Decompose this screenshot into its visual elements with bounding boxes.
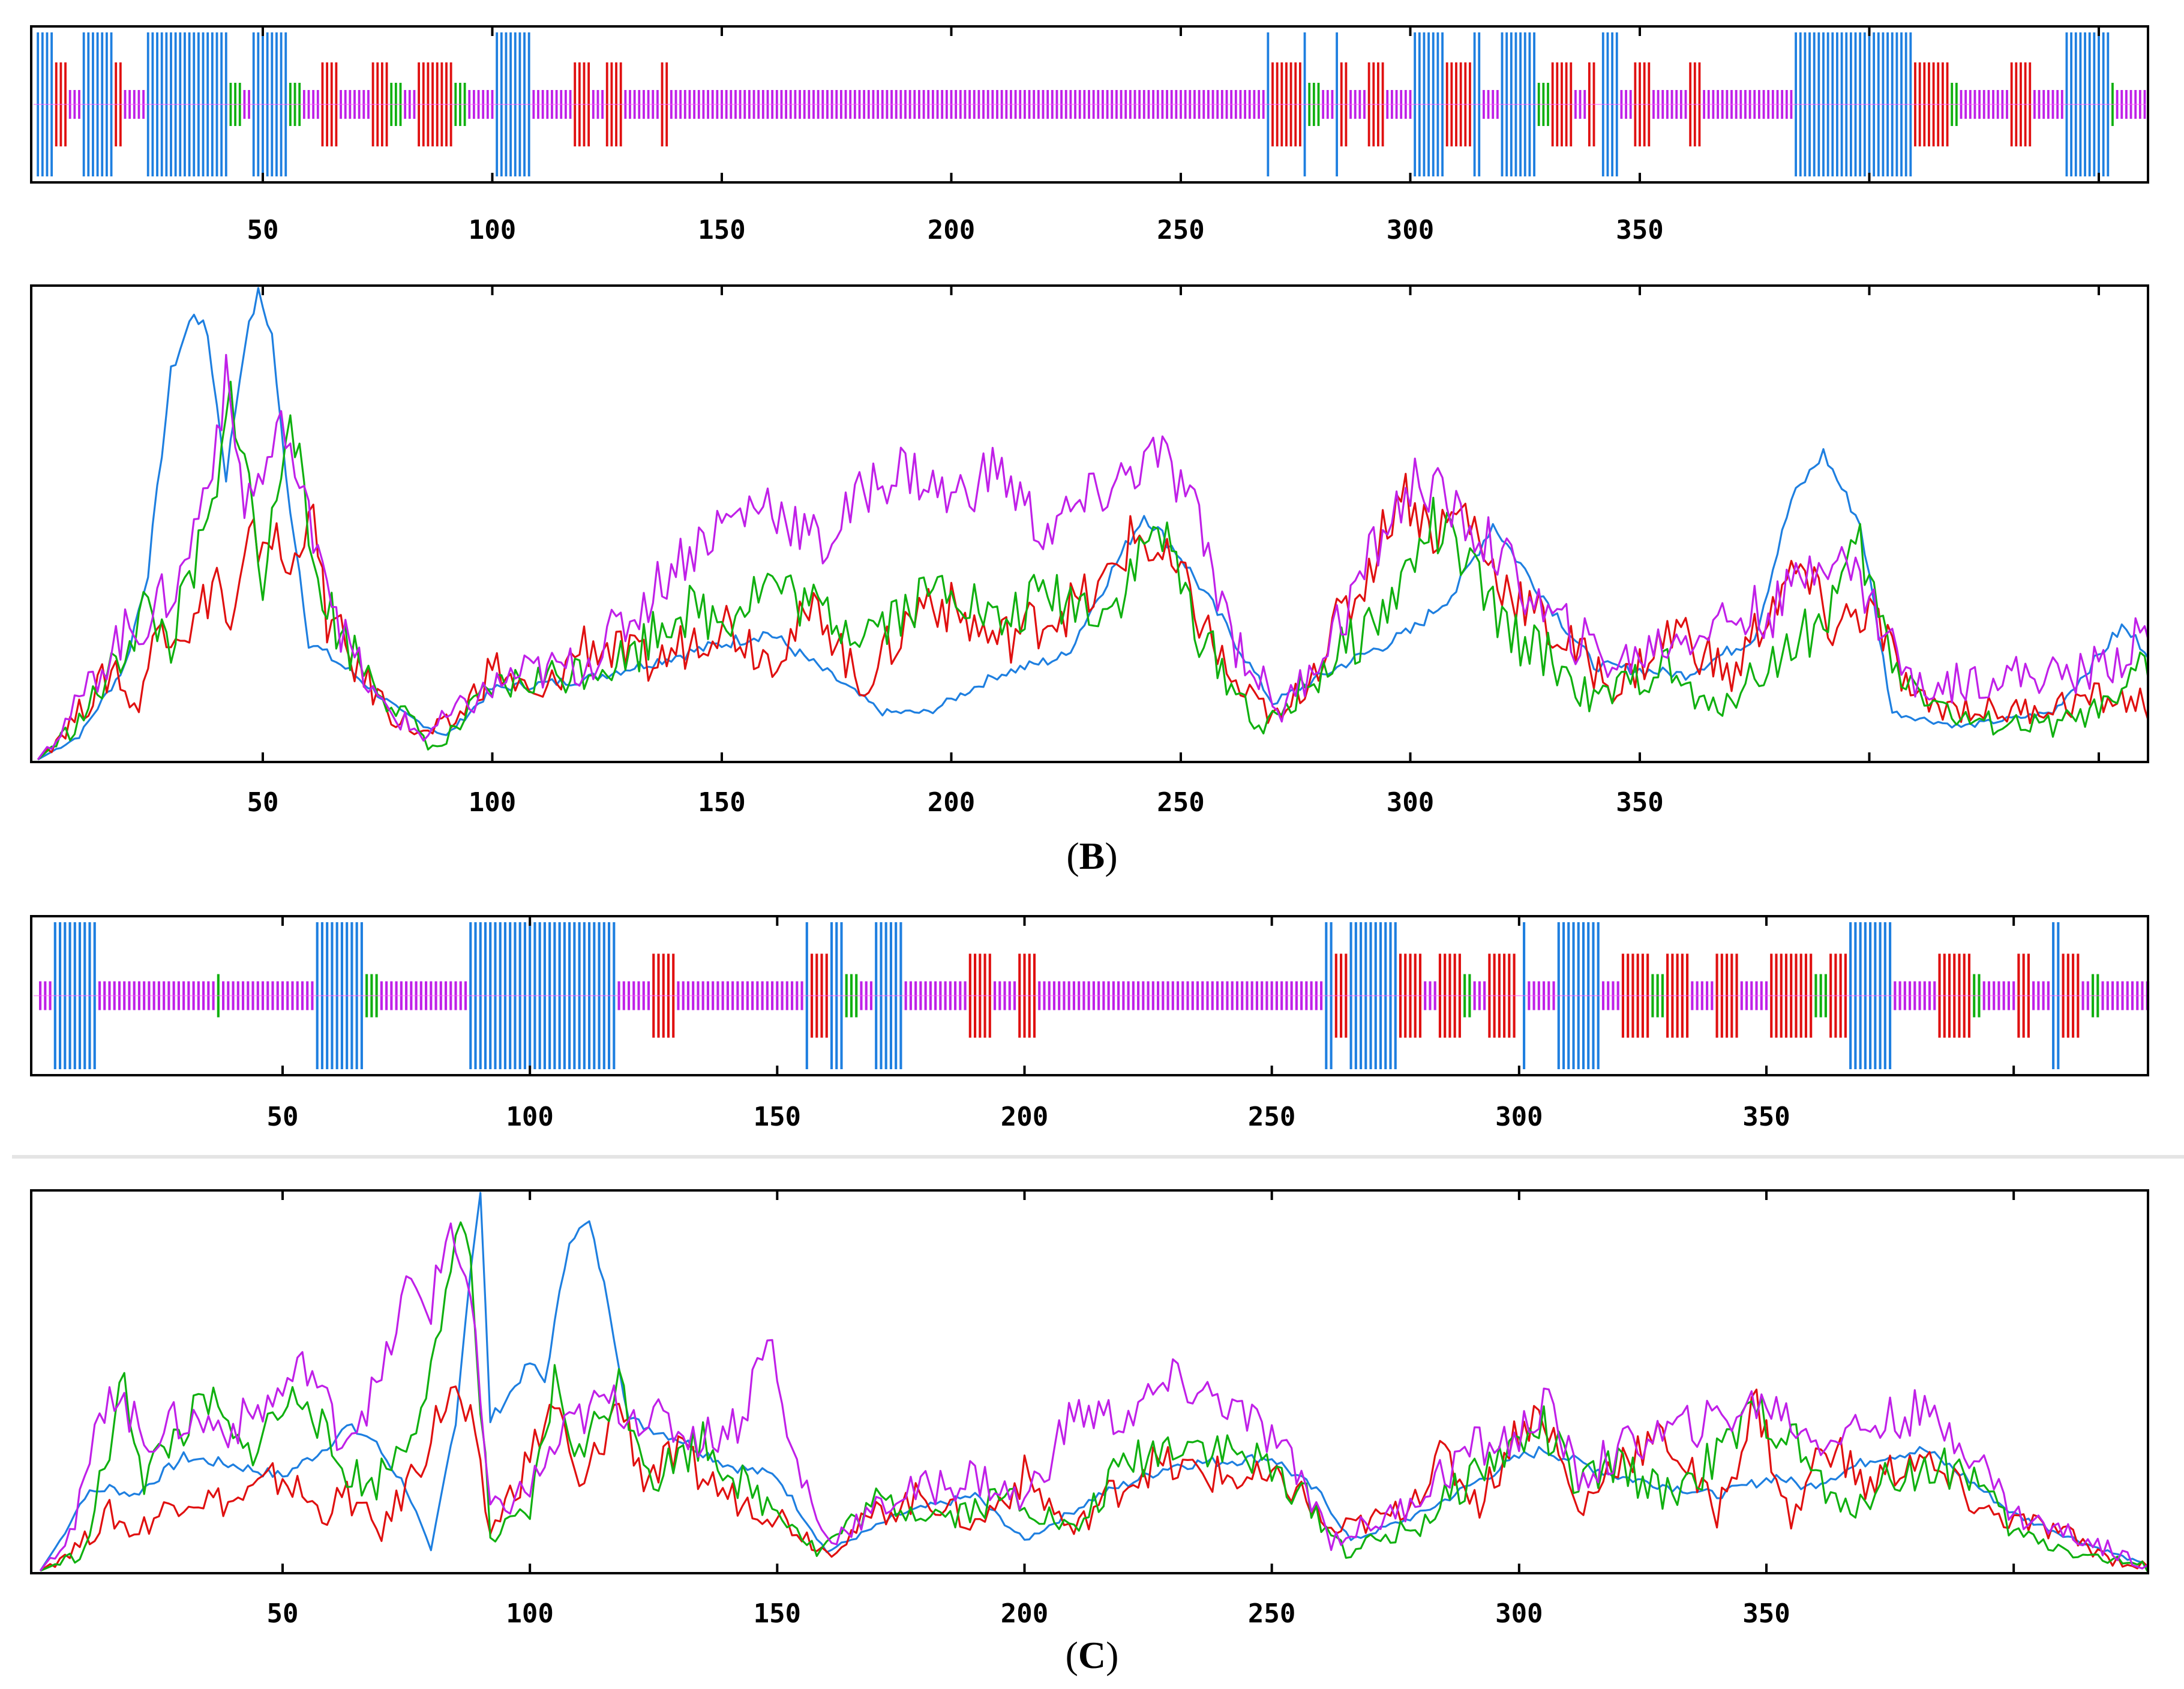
b-profile-series-strand (37, 473, 2149, 761)
b-profile-tick-label-100: 100 (469, 787, 516, 818)
c-ss-tick-label-50: 50 (267, 1102, 299, 1132)
b-profile-tick-label-300: 300 (1387, 787, 1434, 818)
b-profile-tick-label-350: 350 (1616, 787, 1663, 818)
b-ss-tick-label-350: 350 (1616, 215, 1663, 245)
c-ss-segment-coil (222, 981, 314, 1010)
c-profile-tick-label-100: 100 (506, 1598, 553, 1629)
b-ss-tick-label-250: 250 (1157, 215, 1204, 245)
b-ss-tick-label-200: 200 (928, 215, 975, 245)
c-ss-tick-label-250: 250 (1248, 1102, 1295, 1132)
c-profile-frame (30, 1189, 2149, 1574)
panel-c-secondary-structure: 50 100 150 200 250 300 350 (30, 915, 2150, 1132)
b-profile-series-turn (37, 380, 2149, 761)
c-ss-tick-label-100: 100 (506, 1102, 553, 1132)
b-profile-series-helix (37, 287, 2149, 761)
panel-b-label: (B) (1066, 835, 1117, 877)
c-ss-tick-label-200: 200 (1001, 1102, 1048, 1132)
c-profile-tick-label-300: 300 (1495, 1598, 1543, 1629)
b-profile-tick-label-200: 200 (928, 787, 975, 818)
c-ss-tick-label-300: 300 (1495, 1102, 1543, 1132)
c-ss-tick-label-350: 350 (1742, 1102, 1790, 1132)
b-ss-tick-label-300: 300 (1387, 215, 1434, 245)
c-profile-tick-label-350: 350 (1742, 1598, 1790, 1629)
panel-c-profile-plot: 50 100 150 200 250 300 350 (30, 1189, 2149, 1629)
c-ss-tick-label-150: 150 (754, 1102, 801, 1132)
c-profile-tick-label-50: 50 (267, 1598, 299, 1629)
b-ss-tick-label-50: 50 (247, 215, 279, 245)
c-profile-tick-label-200: 200 (1001, 1598, 1048, 1629)
b-ss-tick-label-100: 100 (469, 215, 516, 245)
b-ss-frame (30, 25, 2149, 184)
b-profile-tick-label-150: 150 (698, 787, 745, 818)
b-ss-tick-label-150: 150 (698, 215, 745, 245)
c-profile-tick-label-150: 150 (754, 1598, 801, 1629)
b-profile-frame (30, 284, 2149, 763)
c-profile-series-coil (39, 1222, 2149, 1571)
c-ss-frame (30, 915, 2149, 1076)
b-profile-series-coil (37, 353, 2149, 760)
b-profile-tick-label-250: 250 (1157, 787, 1204, 818)
b-profile-tick-label-50: 50 (247, 787, 279, 818)
panel-c-label: (C) (1066, 1634, 1119, 1676)
panel-b-profile-plot: 50 100 150 200 250 300 350 (30, 284, 2149, 818)
c-profile-series-strand (40, 1385, 2149, 1572)
c-profile-series-helix (39, 1192, 2149, 1571)
c-profile-series-turn (40, 1221, 2149, 1572)
panel-b-secondary-structure: 50 100 150 200 250 300 350 (30, 25, 2149, 245)
c-profile-tick-label-250: 250 (1248, 1598, 1295, 1629)
